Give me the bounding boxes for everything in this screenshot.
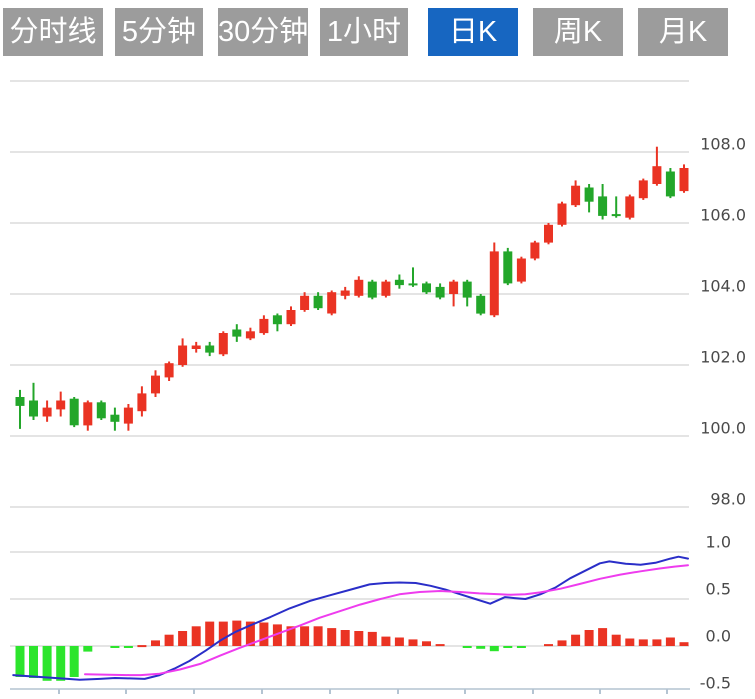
price-grid [10,80,689,508]
svg-text:0.5: 0.5 [706,580,731,599]
tab-1hour[interactable]: 1小时 [320,8,408,56]
chart-svg: 108.0 106.0 104.0 102.0 100.0 98.0 1.0 0.5 0.0 -0… [10,80,746,694]
dea-line [84,564,689,677]
tab-monthly-k[interactable]: 月K [638,8,728,56]
svg-text:108.0: 108.0 [700,135,746,154]
svg-text:1.0: 1.0 [706,533,731,552]
kline-chart: 108.0 106.0 104.0 102.0 100.0 98.0 1.0 0.5 0.0 -0… [0,60,755,694]
svg-text:104.0: 104.0 [700,277,746,296]
svg-text:98.0: 98.0 [710,490,746,509]
svg-text:106.0: 106.0 [700,206,746,225]
tab-daily-k[interactable]: 日K [428,8,518,56]
tab-weekly-k[interactable]: 周K [533,8,623,56]
macd-axis-labels: 1.0 0.5 0.0 -0.5 [700,533,731,693]
tab-5min[interactable]: 5分钟 [115,8,203,56]
candlestick-series [15,146,689,431]
x-axis [10,688,690,694]
macd-histogram [15,620,689,681]
tab-30min[interactable]: 30分钟 [218,8,308,56]
price-axis-labels: 108.0 106.0 104.0 102.0 100.0 98.0 [700,135,746,509]
timeframe-tabbar: 分时线 5分钟 30分钟 1小时 日K 周K 月K [0,0,755,60]
dif-line [12,555,689,681]
svg-text:102.0: 102.0 [700,348,746,367]
svg-text:0.0: 0.0 [706,627,731,646]
svg-text:-0.5: -0.5 [700,674,731,693]
svg-text:100.0: 100.0 [700,419,746,438]
tab-timeline[interactable]: 分时线 [3,8,103,56]
